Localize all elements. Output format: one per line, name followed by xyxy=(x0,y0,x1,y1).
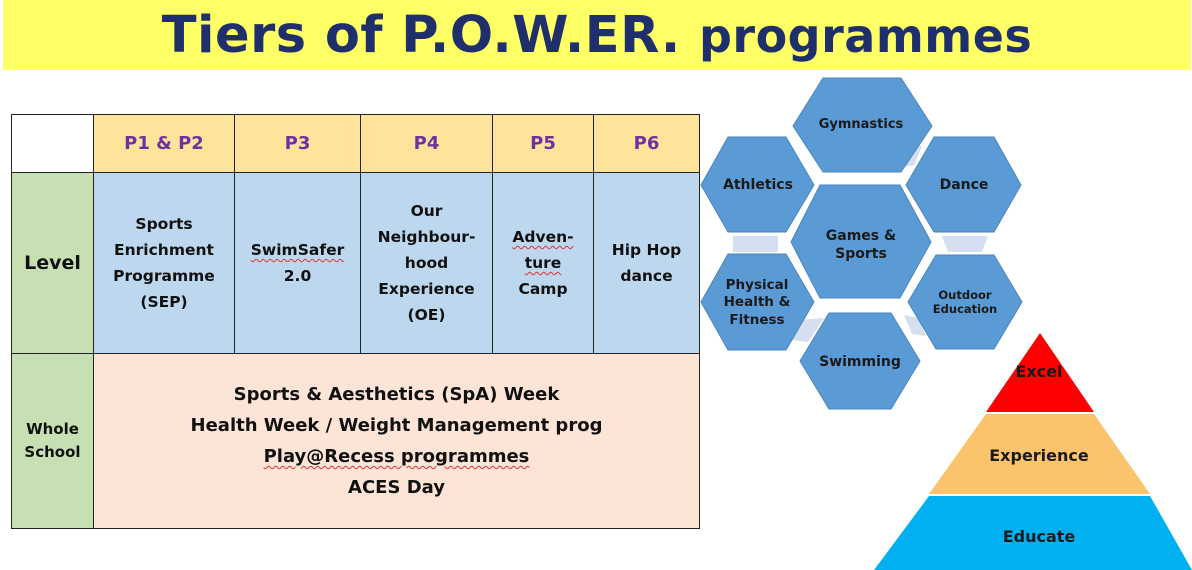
cell-line: School xyxy=(24,443,81,461)
pyramid-tier-experience xyxy=(929,414,1150,494)
level-cell-p4: Our Neighbour- hood Experience (OE) xyxy=(360,172,493,354)
whole-school-item: Sports & Aesthetics (SpA) Week xyxy=(233,384,560,405)
table-header-row: P1 & P2 P3 P4 P5 P6 xyxy=(11,114,700,173)
hex-games-sports: Games & Sports xyxy=(790,184,932,299)
hex-athletics: Athletics xyxy=(700,136,815,233)
level-cell-p6: Hip Hop dance xyxy=(593,172,700,354)
item-text: Health Week / Weight Management prog xyxy=(190,415,603,436)
hexagon-shape xyxy=(700,136,815,233)
whole-school-item: Health Week / Weight Management prog xyxy=(94,410,699,441)
cell-line: (OE) xyxy=(407,306,446,324)
cell-line: hood xyxy=(404,254,449,272)
hex-label: Sports xyxy=(835,246,887,262)
whole-school-programmes: Sports & Aesthetics (SpA) Week Health We… xyxy=(93,353,700,529)
cell-line: ture xyxy=(524,254,562,272)
header-p1-p2: P1 & P2 xyxy=(93,114,235,173)
level-cell-p1-p2: Sports Enrichment Programme (SEP) xyxy=(93,172,235,354)
cell-line: Sports xyxy=(135,215,193,233)
hex-dance: Dance xyxy=(905,136,1022,233)
hex-label: Physical xyxy=(726,277,789,293)
cell-line: Experience xyxy=(378,280,475,298)
cell-line: dance xyxy=(620,267,673,285)
hex-label: Education xyxy=(933,302,997,316)
hex-swimming: Swimming xyxy=(799,312,921,410)
cell-line: Whole xyxy=(26,420,79,438)
hex-label: Gymnastics xyxy=(819,117,904,132)
hexagon-shape xyxy=(905,136,1022,233)
hex-label: Outdoor xyxy=(938,288,991,302)
title-banner: Tiers of P.O.W.ER. programmes xyxy=(3,0,1191,70)
level-cell-p5: Adven- ture Camp xyxy=(492,172,594,354)
hex-label: Health & xyxy=(724,294,791,310)
hexagon-shape xyxy=(792,77,933,173)
whole-school-row: Whole School Sports & Aesthetics (SpA) W… xyxy=(11,353,700,529)
cell-line: SwimSafer xyxy=(250,241,345,259)
cell-line: Adven- xyxy=(512,228,574,246)
hexagon-shape xyxy=(700,253,815,351)
level-row: Level Sports Enrichment Programme (SEP) … xyxy=(11,172,700,354)
header-p6: P6 xyxy=(593,114,700,173)
cell-line: Enrichment xyxy=(114,241,214,259)
pyramid-label-experience: Experience xyxy=(989,446,1089,465)
pyramid-tier-excel xyxy=(986,333,1094,412)
hexagon-shape xyxy=(790,184,932,299)
connector-shape xyxy=(733,236,778,252)
hexagon-shape xyxy=(907,254,1023,350)
hex-label: Dance xyxy=(940,177,989,193)
connector-shape xyxy=(942,236,988,252)
hexagon-shape xyxy=(799,312,921,410)
cell-line: Hip Hop xyxy=(611,241,682,259)
level-label: Level xyxy=(11,172,94,354)
whole-school-item: ACES Day xyxy=(348,477,445,498)
connector-shape xyxy=(904,315,926,336)
pyramid: Excel Experience Educate xyxy=(874,333,1192,570)
programme-table: P1 & P2 P3 P4 P5 P6 Level Sports Enrichm… xyxy=(11,114,700,529)
cell-line: 2.0 xyxy=(283,267,312,285)
header-p3: P3 xyxy=(234,114,361,173)
hex-gymnastics: Gymnastics xyxy=(792,77,933,173)
cell-line: Our xyxy=(410,202,443,220)
pyramid-label-educate: Educate xyxy=(1003,527,1076,546)
hex-label: Athletics xyxy=(723,177,793,193)
cell-line: Neighbour- xyxy=(377,228,476,246)
cell-line: (SEP) xyxy=(140,293,188,311)
pyramid-label-excel: Excel xyxy=(1015,362,1062,381)
pyramid-tier-educate xyxy=(874,496,1192,570)
title-sub: programmes xyxy=(698,8,1033,63)
level-cell-p3: SwimSafer 2.0 xyxy=(234,172,361,354)
whole-school-item: Play@Recess programmes xyxy=(263,446,530,467)
hex-label: Fitness xyxy=(729,312,784,328)
hex-label: Swimming xyxy=(819,354,901,370)
cell-line: Camp xyxy=(518,280,568,298)
hex-outdoor-education: Outdoor Education xyxy=(907,254,1023,350)
whole-school-label: Whole School xyxy=(11,353,94,529)
cell-line: Programme xyxy=(113,267,215,285)
hex-label: Games & xyxy=(826,228,896,244)
page-title: Tiers of P.O.W.ER. programmes xyxy=(162,6,1033,65)
hex-physical-health-fitness: Physical Health & Fitness xyxy=(700,253,815,351)
title-main: Tiers of P.O.W.ER. xyxy=(161,5,681,65)
